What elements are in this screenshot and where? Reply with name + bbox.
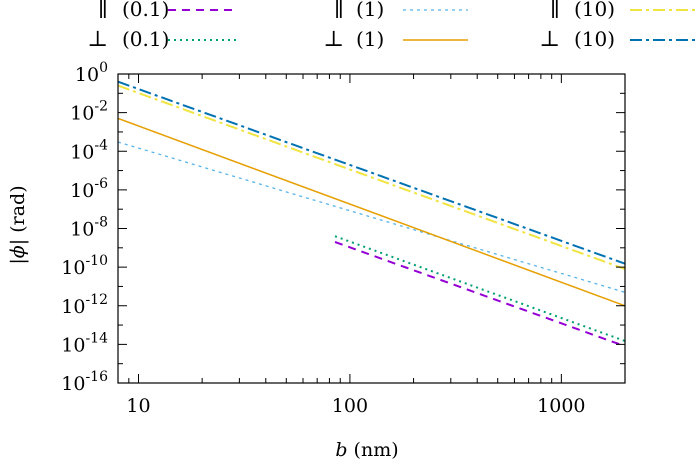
- series-line: [117, 117, 626, 307]
- ticks-layer: [117, 73, 626, 384]
- legend-symbol: ⊥: [539, 27, 560, 52]
- x-axis-label: b (nm): [335, 439, 398, 461]
- y-tick-label: 10-4: [70, 137, 108, 163]
- y-tick-label: 10-16: [61, 369, 108, 395]
- y-tick-label: 10-2: [70, 99, 108, 125]
- series-layer: [117, 80, 626, 348]
- y-tick-label: 10-12: [61, 292, 108, 318]
- legend-label: (1): [356, 0, 384, 21]
- series-line: [117, 84, 626, 270]
- legend-symbol: ∥: [98, 0, 108, 22]
- x-tick-label: 100: [332, 395, 368, 417]
- legend: ∥ (0.1) ⊥ (0.1) ∥ (1) ⊥ (1) ∥ (10) ⊥ (10): [87, 0, 698, 52]
- legend-symbol: ⊥: [87, 27, 108, 52]
- tick-labels: 10 100 1000 100 10-2 10-4 10-6 10-8 10-10 10-12 10…: [61, 60, 585, 417]
- legend-label: (1): [356, 27, 384, 51]
- y-axis-label: |ϕ| (rad): [7, 185, 29, 264]
- legend-symbol: ∥: [334, 0, 344, 22]
- legend-symbol: ⊥: [323, 27, 344, 52]
- y-tick-label: 10-8: [70, 215, 108, 241]
- plot-frame: [117, 73, 626, 384]
- x-tick-label: 1000: [537, 395, 585, 417]
- series-line: [117, 141, 626, 293]
- legend-label: (10): [574, 0, 615, 21]
- y-tick-label: 10-6: [70, 176, 108, 202]
- legend-label: (0.1): [122, 27, 169, 51]
- series-line: [117, 80, 626, 265]
- y-tick-label: 10-10: [61, 253, 108, 279]
- legend-label: (10): [574, 27, 615, 51]
- y-tick-label: 10-14: [61, 330, 108, 356]
- legend-symbol: ∥: [550, 0, 560, 22]
- legend-label: (0.1): [122, 0, 169, 21]
- series-line: [334, 241, 626, 348]
- y-tick-label: 100: [75, 60, 108, 86]
- x-tick-label: 10: [126, 395, 150, 417]
